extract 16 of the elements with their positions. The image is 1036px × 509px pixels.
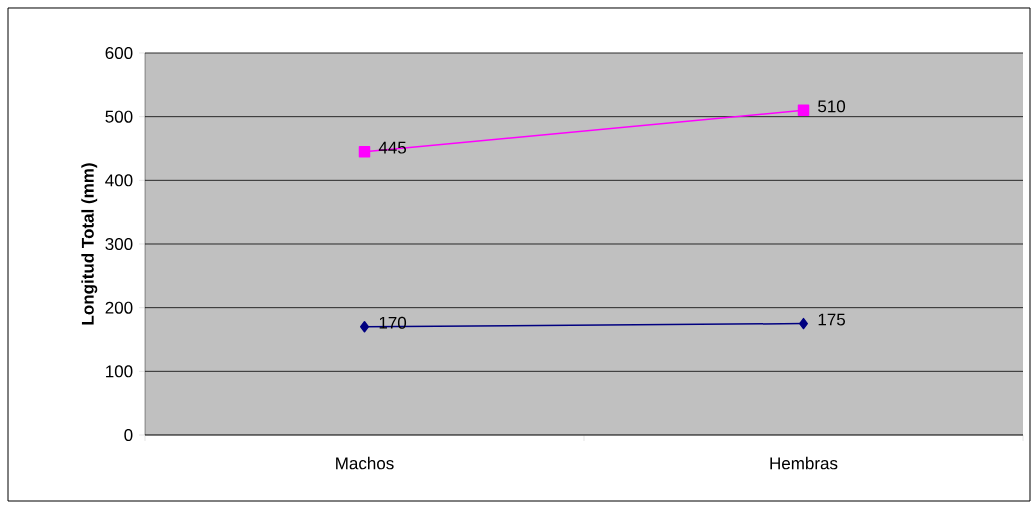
y-tick-label: 300 xyxy=(105,237,133,251)
x-tick-label: Machos xyxy=(336,456,394,470)
point xyxy=(797,104,810,117)
y-tick-label: 200 xyxy=(105,301,133,314)
y-tick-label: 400 xyxy=(105,174,133,187)
y-tick-label: 100 xyxy=(106,365,133,378)
y-tick-label: 600 xyxy=(105,46,133,60)
y-tick-label: 500 xyxy=(105,110,133,123)
data-label: 175 xyxy=(818,313,846,326)
point xyxy=(358,145,371,158)
y-tick-label: 0 xyxy=(124,428,133,442)
y-axis-title: Longitud Total (mm) xyxy=(81,163,98,325)
point xyxy=(360,321,369,333)
point xyxy=(799,317,809,330)
x-tick-label: Hembras xyxy=(770,456,838,470)
data-label: 510 xyxy=(818,100,846,113)
